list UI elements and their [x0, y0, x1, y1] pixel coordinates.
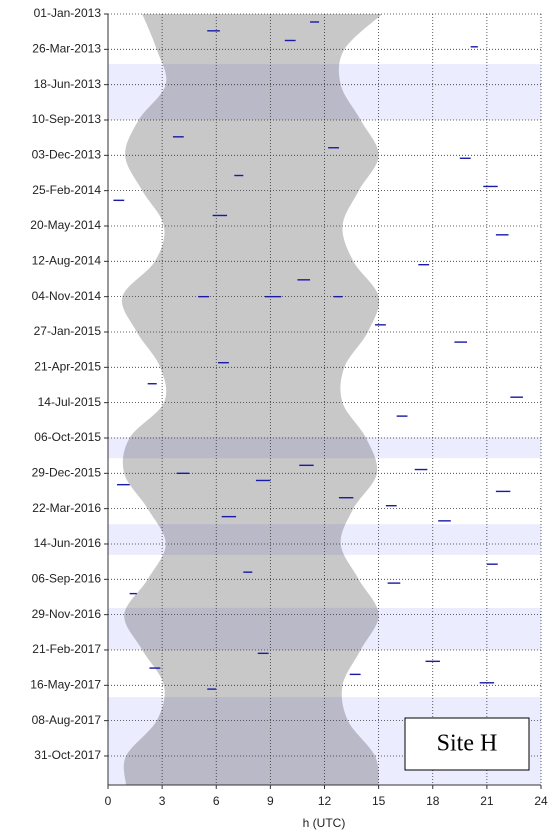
x-tick-label: 15 [372, 794, 386, 808]
x-tick-label: 0 [105, 794, 112, 808]
detection [149, 667, 161, 669]
detection [176, 472, 190, 475]
daylight-band [121, 14, 383, 785]
detection [255, 479, 271, 482]
y-tick-label: 03-Dec-2013 [32, 148, 102, 162]
x-tick-label: 18 [426, 794, 440, 808]
y-tick-label: 21-Apr-2015 [34, 359, 101, 373]
x-tick-label: 6 [213, 794, 220, 808]
y-tick-label: 12-Aug-2014 [32, 253, 102, 267]
detection [310, 21, 320, 23]
x-tick-label: 12 [318, 794, 332, 808]
detection [284, 39, 296, 42]
detection [396, 415, 408, 417]
detection [172, 136, 184, 138]
detection [459, 157, 471, 159]
detection [297, 279, 311, 281]
y-tick-label: 20-May-2014 [30, 218, 101, 232]
y-tick-label: 08-Aug-2017 [32, 713, 102, 727]
x-tick-label: 24 [534, 794, 548, 808]
y-tick-label: 21-Feb-2017 [32, 642, 101, 656]
y-tick-label: 26-Mar-2013 [32, 42, 101, 56]
detection [212, 214, 228, 217]
x-tick-label: 21 [480, 794, 494, 808]
detection [299, 464, 314, 467]
y-tick-label: 14-Jun-2016 [34, 536, 102, 550]
y-tick-label: 22-Mar-2016 [32, 501, 101, 515]
y-tick-label: 31-Oct-2017 [34, 748, 101, 762]
detection [414, 468, 428, 471]
y-tick-label: 29-Nov-2016 [32, 607, 102, 621]
detection [328, 147, 339, 149]
detection [418, 263, 430, 266]
detection [243, 571, 253, 573]
detection [338, 497, 354, 499]
detection [207, 688, 217, 690]
detection [147, 383, 157, 385]
detection [117, 483, 130, 486]
detection [470, 46, 478, 48]
y-tick-label: 14-Jul-2015 [38, 395, 102, 409]
y-tick-label: 06-Oct-2015 [34, 430, 101, 444]
detection [495, 490, 511, 493]
detection [221, 515, 237, 518]
y-tick-label: 27-Jan-2015 [34, 324, 102, 338]
x-tick-label: 9 [267, 794, 274, 808]
site-label: Site H [437, 731, 498, 757]
detection [510, 396, 523, 398]
detection [438, 520, 451, 522]
detection [198, 295, 210, 298]
y-tick-label: 01-Jan-2013 [34, 6, 102, 20]
detection [207, 30, 220, 32]
y-tick-label: 25-Feb-2014 [32, 183, 101, 197]
detection [129, 592, 137, 595]
detection [333, 295, 343, 298]
detection [454, 341, 468, 343]
detection [486, 563, 498, 565]
y-tick-label: 29-Dec-2015 [32, 465, 102, 479]
detection [425, 660, 440, 663]
detection [113, 199, 125, 202]
y-tick-label: 10-Sep-2013 [32, 112, 102, 126]
detection [349, 673, 361, 676]
detection [483, 185, 498, 188]
detection [495, 234, 509, 236]
y-tick-label: 16-May-2017 [30, 677, 101, 691]
detection [264, 295, 282, 298]
detection [375, 324, 386, 326]
detection [387, 582, 401, 584]
y-tick-label: 18-Jun-2013 [34, 77, 102, 91]
x-tick-label: 3 [159, 794, 166, 808]
x-axis-label: h (UTC) [303, 816, 346, 830]
detection [479, 682, 495, 684]
detection [234, 174, 244, 177]
y-tick-label: 06-Sep-2016 [32, 571, 102, 585]
detection [257, 652, 269, 655]
detection [218, 361, 229, 364]
detection [385, 505, 397, 507]
y-tick-label: 04-Nov-2014 [32, 289, 102, 303]
site-label-box [404, 717, 530, 771]
